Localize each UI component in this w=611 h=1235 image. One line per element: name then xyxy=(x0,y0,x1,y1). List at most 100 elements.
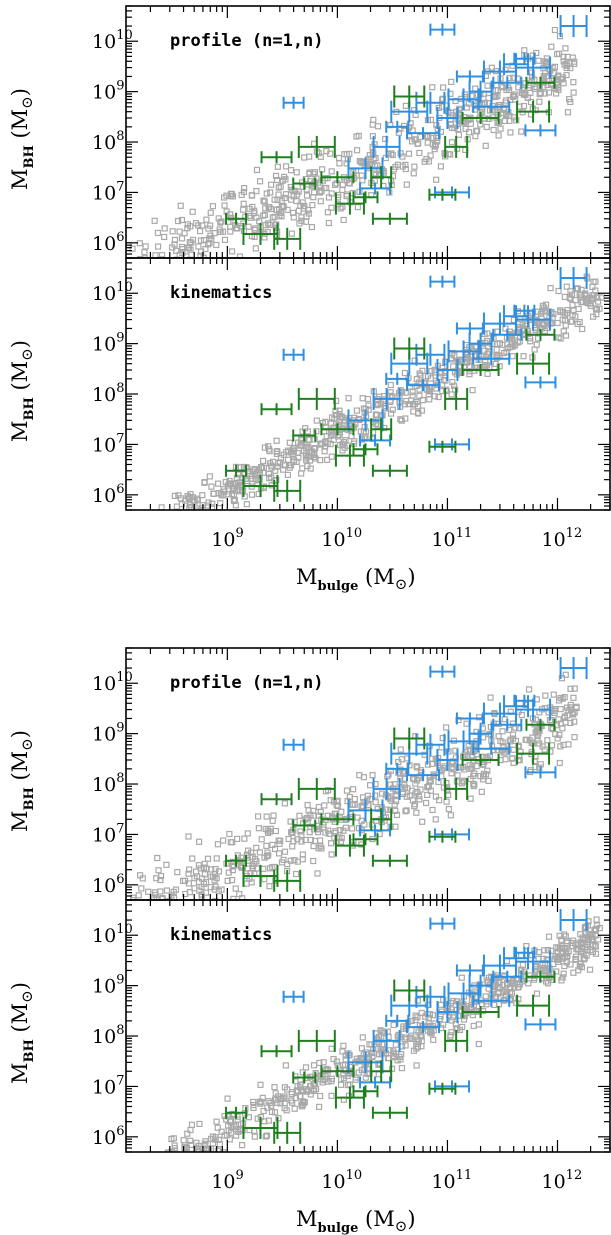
model-point xyxy=(503,957,511,965)
model-point xyxy=(301,1099,308,1106)
model-point xyxy=(227,839,234,846)
model-point xyxy=(308,223,316,231)
model-point xyxy=(302,1064,310,1071)
model-point xyxy=(293,169,300,176)
model-point xyxy=(432,816,439,823)
data-point xyxy=(359,824,392,837)
model-point xyxy=(522,736,529,743)
model-point xyxy=(355,415,362,423)
model-point xyxy=(536,764,543,771)
model-point xyxy=(492,87,499,94)
model-point xyxy=(157,876,164,884)
model-point xyxy=(562,45,569,52)
model-point xyxy=(238,191,245,199)
y-tick-label: 107 xyxy=(92,431,124,456)
model-point xyxy=(598,294,605,301)
model-point xyxy=(379,1028,386,1035)
model-point xyxy=(189,855,196,862)
model-point xyxy=(265,1098,272,1105)
model-point xyxy=(340,439,347,446)
model-point xyxy=(384,1055,392,1062)
model-point xyxy=(304,206,312,213)
model-point xyxy=(559,974,566,981)
model-point xyxy=(412,136,419,143)
model-point xyxy=(413,398,420,406)
model-point xyxy=(463,720,470,727)
model-point xyxy=(495,979,502,986)
model-point xyxy=(437,163,444,170)
model-point xyxy=(282,163,290,170)
model-point xyxy=(272,467,279,474)
model-point xyxy=(152,931,157,936)
model-point xyxy=(138,267,143,272)
model-point xyxy=(203,216,210,223)
model-point xyxy=(156,905,161,910)
model-point xyxy=(502,97,510,104)
data-point xyxy=(444,777,469,800)
model-point xyxy=(285,835,292,843)
model-point xyxy=(273,437,280,444)
model-point xyxy=(202,1138,209,1145)
model-point xyxy=(189,524,194,529)
model-point xyxy=(576,318,583,326)
data-point xyxy=(406,127,441,140)
model-point xyxy=(282,191,290,198)
model-point xyxy=(249,862,256,869)
data-point xyxy=(225,212,248,225)
model-point xyxy=(248,192,256,199)
data-point xyxy=(282,348,305,361)
data-point xyxy=(559,657,588,680)
model-point xyxy=(213,875,220,882)
model-point xyxy=(332,828,339,835)
model-point xyxy=(582,923,589,931)
model-point xyxy=(369,772,376,779)
model-point xyxy=(251,226,258,233)
data-point xyxy=(513,52,536,65)
model-point xyxy=(176,228,183,235)
model-point xyxy=(425,158,432,165)
model-point xyxy=(363,158,370,165)
data-point xyxy=(415,733,446,756)
data-point xyxy=(273,479,302,502)
model-point xyxy=(273,176,281,184)
model-point xyxy=(443,779,450,787)
model-point xyxy=(352,1074,359,1081)
model-point xyxy=(346,180,353,187)
model-point xyxy=(232,885,239,892)
data-point xyxy=(516,100,551,123)
model-point xyxy=(448,124,456,132)
model-point xyxy=(556,731,563,739)
model-point xyxy=(261,1118,268,1125)
model-point xyxy=(264,829,272,837)
model-point xyxy=(194,507,201,510)
model-point xyxy=(268,205,275,213)
model-point xyxy=(159,262,164,267)
model-point xyxy=(487,694,494,701)
model-point xyxy=(298,831,305,839)
model-point xyxy=(555,50,563,57)
model-point xyxy=(401,369,409,377)
model-point xyxy=(173,1161,178,1166)
model-point xyxy=(205,260,210,265)
data-point xyxy=(525,76,556,89)
data-point xyxy=(242,474,279,497)
model-point xyxy=(154,243,162,250)
model-point xyxy=(281,1100,288,1107)
model-point xyxy=(327,150,334,157)
model-point xyxy=(358,804,365,811)
data-point xyxy=(455,964,484,977)
data-point xyxy=(372,135,401,158)
model-point xyxy=(175,261,180,266)
model-point xyxy=(228,877,236,884)
data-point xyxy=(292,1071,317,1084)
model-point xyxy=(428,1030,435,1037)
model-point xyxy=(219,837,227,844)
model-point xyxy=(541,327,548,335)
model-point xyxy=(332,181,339,188)
model-point xyxy=(230,497,238,505)
model-point xyxy=(390,1050,398,1057)
model-point xyxy=(482,142,489,149)
model-point xyxy=(488,64,495,71)
model-point xyxy=(553,956,561,963)
model-point xyxy=(533,341,540,348)
